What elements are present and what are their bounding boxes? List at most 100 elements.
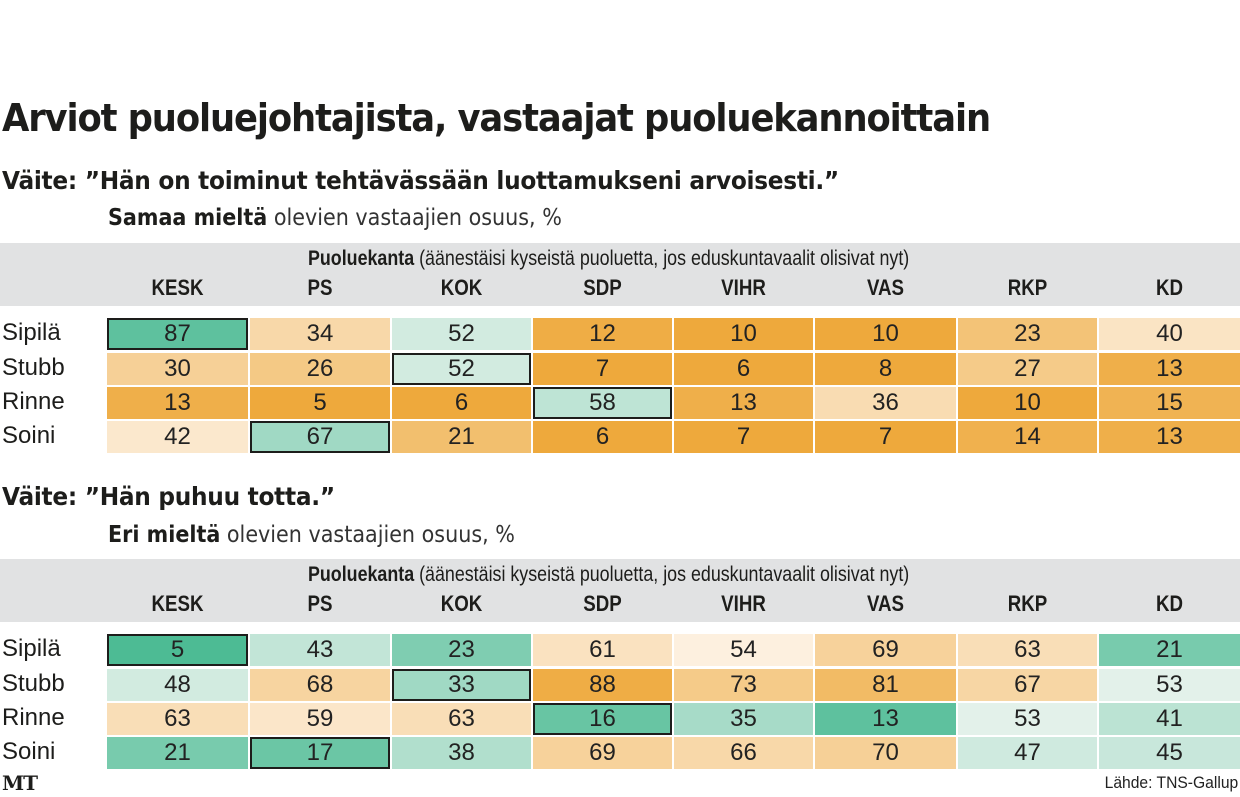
column-header-vihr: VIHR <box>721 591 766 616</box>
heatmap-cell: 67 <box>958 669 1097 701</box>
column-header-sdp: SDP <box>583 591 622 616</box>
heatmap-cell: 10 <box>958 387 1097 419</box>
heatmap-cell: 7 <box>674 421 813 453</box>
heatmap-cell: 10 <box>815 318 956 350</box>
heatmap-cell: 21 <box>392 421 531 453</box>
heatmap-cell: 48 <box>107 669 248 701</box>
heatmap-cell: 10 <box>674 318 813 350</box>
heatmap-cell: 42 <box>107 421 248 453</box>
heatmap-cell: 58 <box>533 387 672 419</box>
heatmap-cell: 5 <box>250 387 390 419</box>
heatmap-cell: 67 <box>250 421 390 453</box>
column-header-kesk: KESK <box>151 275 204 300</box>
claim-1-title: Väite: ”Hän on toiminut tehtävässään luo… <box>2 166 839 195</box>
heatmap-cell: 40 <box>1099 318 1240 350</box>
heatmap-cell: 13 <box>1099 353 1240 385</box>
column-header-vas: VAS <box>866 591 905 616</box>
heatmap-cell: 7 <box>533 353 672 385</box>
heatmap-cell: 38 <box>392 737 531 769</box>
heatmap-cell: 14 <box>958 421 1097 453</box>
heatmap-cell: 26 <box>250 353 390 385</box>
heatmap-cell: 47 <box>958 737 1097 769</box>
column-header-rkp: RKP <box>1007 591 1048 616</box>
heatmap-cell: 63 <box>107 703 248 735</box>
column-header-rkp: RKP <box>1007 275 1048 300</box>
heatmap-cell: 13 <box>815 703 956 735</box>
column-header-vihr: VIHR <box>721 275 766 300</box>
column-header-kd: KD <box>1155 591 1184 616</box>
heatmap-cell: 63 <box>392 703 531 735</box>
heatmap-cell: 88 <box>533 669 672 701</box>
column-header-ps: PS <box>307 275 333 300</box>
claim-2-subtitle-rest: olevien vastaajien osuus, % <box>220 522 515 548</box>
table-1-header-caption: Puoluekanta (äänestäisi kyseistä puoluet… <box>308 247 909 271</box>
heatmap-cell: 66 <box>674 737 813 769</box>
heatmap-cell: 59 <box>250 703 390 735</box>
claim-1-subtitle-bold: Samaa mieltä <box>108 205 268 231</box>
heatmap-cell: 45 <box>1099 737 1240 769</box>
heatmap-cell: 12 <box>533 318 672 350</box>
heatmap-cell: 30 <box>107 353 248 385</box>
row-label-stubb: Stubb <box>2 670 65 697</box>
column-header-sdp: SDP <box>583 275 622 300</box>
heatmap-cell: 43 <box>250 634 390 666</box>
row-label-rinne: Rinne <box>2 704 65 731</box>
table-2-caption-bold: Puoluekanta <box>308 563 415 586</box>
row-label-sipil: Sipilä <box>2 319 61 346</box>
heatmap-cell: 34 <box>250 318 390 350</box>
heatmap-cell: 54 <box>674 634 813 666</box>
heatmap-cell: 70 <box>815 737 956 769</box>
heatmap-cell: 6 <box>533 421 672 453</box>
claim-1-subtitle-rest: olevien vastaajien osuus, % <box>267 205 562 231</box>
heatmap-cell: 81 <box>815 669 956 701</box>
table-2-header-caption: Puoluekanta (äänestäisi kyseistä puoluet… <box>308 563 909 587</box>
heatmap-cell: 69 <box>815 634 956 666</box>
table-1-caption-bold: Puoluekanta <box>308 247 415 270</box>
heatmap-cell: 69 <box>533 737 672 769</box>
heatmap-cell: 53 <box>1099 669 1240 701</box>
heatmap-cell: 63 <box>958 634 1097 666</box>
heatmap-cell: 27 <box>958 353 1097 385</box>
heatmap-cell: 33 <box>392 669 531 701</box>
column-header-ps: PS <box>307 591 333 616</box>
heatmap-cell: 23 <box>958 318 1097 350</box>
table-1-caption-rest: (äänestäisi kyseistä puoluetta, jos edus… <box>414 247 910 270</box>
row-label-soini: Soini <box>2 422 56 449</box>
heatmap-cell: 73 <box>674 669 813 701</box>
heatmap-cell: 21 <box>1099 634 1240 666</box>
heatmap-cell: 13 <box>107 387 248 419</box>
heatmap-cell: 8 <box>815 353 956 385</box>
heatmap-cell: 15 <box>1099 387 1240 419</box>
heatmap-cell: 87 <box>107 318 248 350</box>
claim-1-subtitle: Samaa mieltä olevien vastaajien osuus, % <box>108 205 562 231</box>
table-2-caption-rest: (äänestäisi kyseistä puoluetta, jos edus… <box>414 563 910 586</box>
claim-2-title: Väite: ”Hän puhuu totta.” <box>2 482 335 511</box>
heatmap-cell: 7 <box>815 421 956 453</box>
row-label-sipil: Sipilä <box>2 635 61 662</box>
heatmap-cell: 52 <box>392 353 531 385</box>
heatmap-cell: 21 <box>107 737 248 769</box>
source-note: Lähde: TNS-Gallup <box>1104 773 1238 792</box>
heatmap-cell: 17 <box>250 737 390 769</box>
table-2-header-band: Puoluekanta (äänestäisi kyseistä puoluet… <box>0 559 1240 622</box>
heatmap-cell: 61 <box>533 634 672 666</box>
heatmap-cell: 6 <box>674 353 813 385</box>
heatmap-cell: 23 <box>392 634 531 666</box>
row-label-rinne: Rinne <box>2 388 65 415</box>
heatmap-cell: 5 <box>107 634 248 666</box>
heatmap-cell: 35 <box>674 703 813 735</box>
heatmap-cell: 13 <box>674 387 813 419</box>
heatmap-cell: 16 <box>533 703 672 735</box>
claim-2-subtitle: Eri mieltä olevien vastaajien osuus, % <box>108 522 515 548</box>
heatmap-cell: 13 <box>1099 421 1240 453</box>
column-header-kok: KOK <box>440 275 483 300</box>
claim-2-subtitle-bold: Eri mieltä <box>108 522 221 548</box>
row-label-stubb: Stubb <box>2 354 65 381</box>
heatmap-cell: 52 <box>392 318 531 350</box>
row-label-soini: Soini <box>2 738 56 765</box>
page-title: Arviot puoluejohtajista, vastaajat puolu… <box>2 96 991 140</box>
heatmap-cell: 36 <box>815 387 956 419</box>
heatmap-cell: 41 <box>1099 703 1240 735</box>
column-header-vas: VAS <box>866 275 905 300</box>
table-1-header-band: Puoluekanta (äänestäisi kyseistä puoluet… <box>0 243 1240 306</box>
